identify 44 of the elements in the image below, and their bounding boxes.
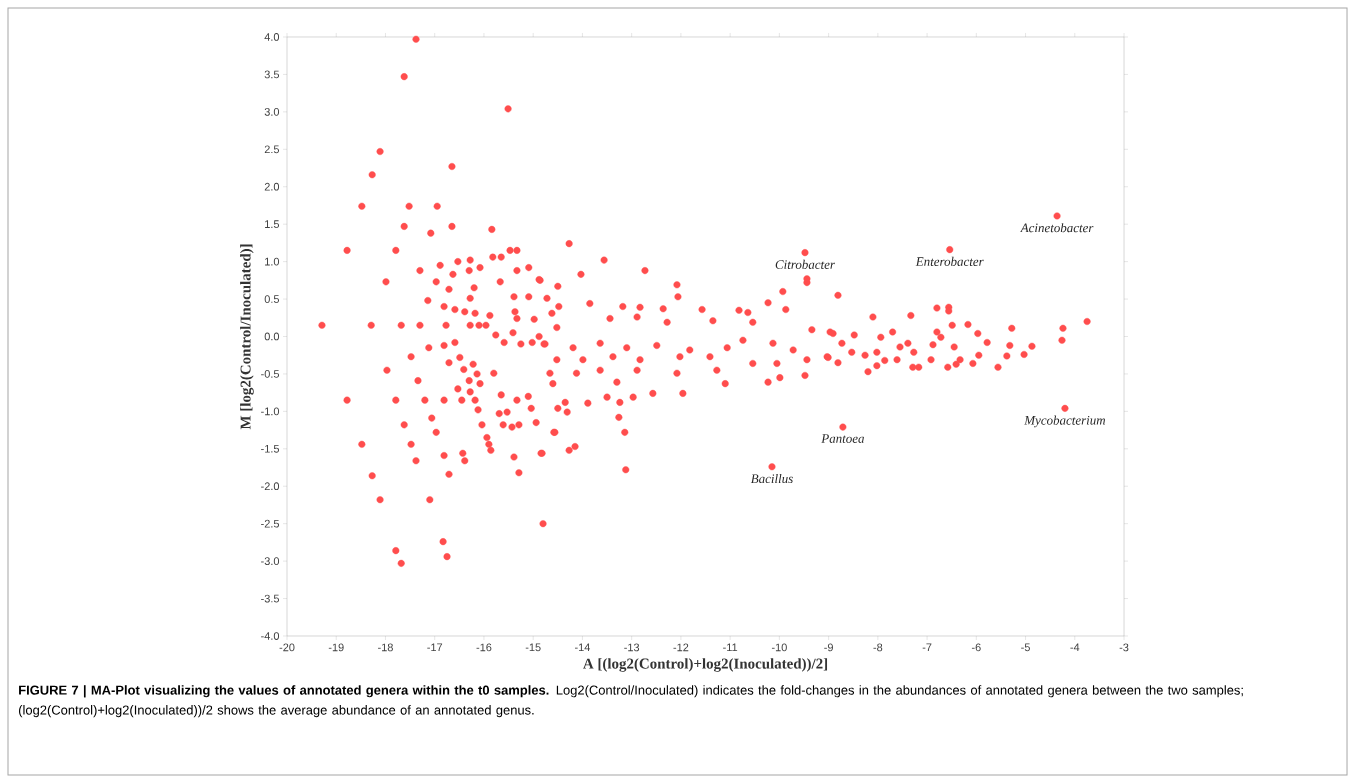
annotation: Mycobacterium: [1024, 415, 1106, 428]
y-tick-label: -2.5: [261, 519, 280, 528]
y-tick-label: 4.0: [264, 33, 280, 41]
y-tick-label: 0.0: [264, 332, 280, 341]
x-tick-label: -4: [1070, 643, 1080, 652]
y-tick-label: 2.5: [264, 145, 280, 154]
x-tick-label: -9: [824, 643, 833, 652]
y-tick-label: -3.5: [261, 594, 280, 603]
annotation: Pantoea: [821, 434, 864, 443]
x-tick-label: -17: [427, 643, 443, 652]
x-tick-label: -16: [476, 643, 492, 652]
x-tick-label: -19: [328, 643, 344, 652]
x-tick-label: -5: [1021, 643, 1030, 652]
y-tick-label: -0.5: [261, 370, 280, 378]
x-tick-label: -10: [771, 643, 787, 652]
y-tick-label: -1.0: [261, 407, 280, 416]
annotation: Acinetobacter: [1020, 223, 1094, 233]
annotation: Bacillus: [750, 473, 793, 484]
y-tick-label: 1.0: [265, 257, 280, 266]
y-tick-label: 2.0: [264, 182, 280, 191]
text: FIGURE 7 | MA-Plot visualizing the values of annotated genera within the t0 samples. Log2(Control/Inoculated) indicates the fold-changes in the abundances of annotated genera between the two samples; (log2(Control)+log2(Inoculated))/2 shows the average abundance of an annotated genus.: [19, 685, 1243, 718]
x-tick-label: -11: [723, 643, 738, 652]
y-tick-label: 1.5: [265, 220, 280, 228]
x-tick-label: -13: [624, 643, 640, 652]
y-tick-label: 3.0: [264, 107, 280, 116]
x-tick-label: -18: [378, 643, 393, 652]
x-tick-label: -7: [922, 643, 932, 652]
x-tick-label: -12: [673, 643, 689, 652]
y-tick-label: -3.0: [261, 557, 280, 565]
x-tick-label: -20: [279, 643, 295, 652]
x-tick-label: -3: [1119, 643, 1129, 652]
x-tick-label: -8: [873, 643, 883, 652]
x-axis-title: A [(log2(Control)+log2(Inoculated))/2]: [583, 658, 828, 672]
y-tick-label: -4.0: [261, 632, 280, 640]
x-tick-label: -15: [525, 643, 541, 652]
y-tick-label: 0.5: [264, 295, 280, 303]
annotation: Citrobacter: [775, 259, 835, 269]
y-tick-label: -1.5: [261, 444, 280, 453]
x-tick-label: -14: [574, 643, 591, 652]
x-tick-label: -6: [971, 643, 981, 652]
annotation: Enterobacter: [915, 256, 984, 266]
y-tick-label: 3.5: [264, 70, 280, 79]
y-tick-label: -2.0: [261, 482, 280, 491]
y-axis-title: M [log2(Control/Inoculated)]: [240, 244, 254, 430]
